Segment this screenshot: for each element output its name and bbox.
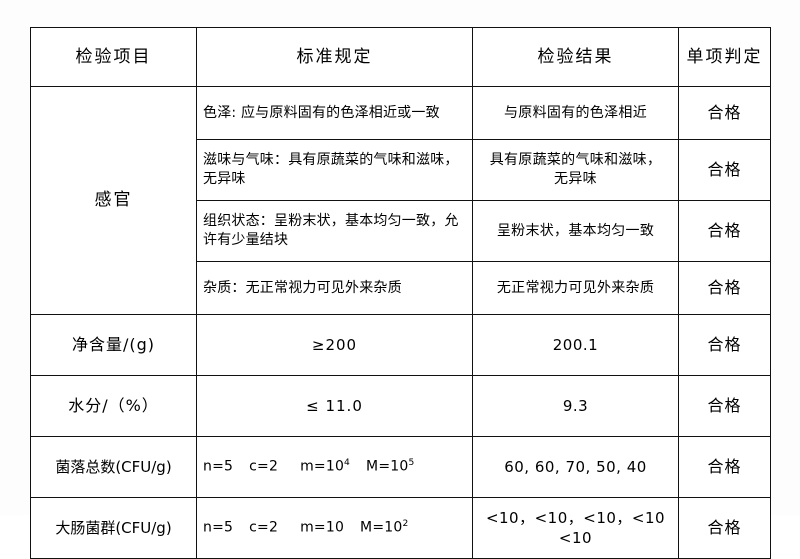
- cell-standard-texture: 组织状态：呈粉末状，基本均匀一致，允许有少量结块: [196, 200, 473, 262]
- inspection-report-table: 检验项目 标准规定 检验结果 单项判定 感官 色泽: 应与原料固有的色泽相近或一…: [30, 27, 771, 559]
- header-inspection-result: 检验结果: [472, 27, 679, 87]
- param-m: m=10: [300, 519, 345, 536]
- cell-judgement-taste-odor: 合格: [678, 139, 771, 201]
- cell-result-texture: 呈粉末状，基本均匀一致: [472, 200, 679, 262]
- param-n: n=5: [203, 458, 234, 475]
- table-row: 滋味与气味：具有原蔬菜的气味和滋味，无异味 具有原蔬菜的气味和滋味， 无异味 合…: [31, 139, 771, 201]
- param-m-exponent: 4: [344, 458, 351, 469]
- param-n: n=5: [203, 519, 234, 536]
- cell-item-moisture: 水分/（%）: [30, 375, 197, 437]
- header-single-judgement: 单项判定: [678, 27, 771, 87]
- cell-standard-coliform: n=5 c=2 m=10 M=102: [196, 497, 473, 559]
- cell-standard-total-plate-count: n=5 c=2 m=104 M=105: [196, 436, 473, 498]
- cell-item-total-plate-count: 菌落总数(CFU/g): [30, 436, 197, 498]
- cell-judgement-impurity: 合格: [678, 261, 771, 315]
- cell-standard-color: 色泽: 应与原料固有的色泽相近或一致: [196, 86, 473, 140]
- param-m: m=10: [300, 458, 345, 475]
- cell-result-impurity: 无正常视力可见外来杂质: [472, 261, 679, 315]
- header-standard-spec: 标准规定: [196, 27, 473, 87]
- cell-judgement-moisture: 合格: [678, 375, 771, 437]
- cell-result-moisture: 9.3: [472, 375, 679, 437]
- table-row: 杂质：无正常视力可见外来杂质 无正常视力可见外来杂质 合格: [31, 261, 771, 315]
- cell-result-color: 与原料固有的色泽相近: [472, 86, 679, 140]
- param-c: c=2: [249, 458, 279, 475]
- cell-standard-taste-odor: 滋味与气味：具有原蔬菜的气味和滋味，无异味: [196, 139, 473, 201]
- table-row: 组织状态：呈粉末状，基本均匀一致，允许有少量结块 呈粉末状，基本均匀一致 合格: [31, 200, 771, 262]
- table-header-row: 检验项目 标准规定 检验结果 单项判定: [30, 27, 771, 87]
- table-row: 感官 色泽: 应与原料固有的色泽相近或一致 与原料固有的色泽相近 合格: [30, 86, 771, 315]
- param-M-exponent: 2: [402, 519, 409, 530]
- param-M-exponent: 5: [408, 458, 415, 469]
- param-c: c=2: [249, 519, 279, 536]
- result-line-1: <10，<10，<10，<10: [485, 508, 666, 527]
- cell-item-net-content: 净含量/(g): [30, 314, 197, 376]
- cell-standard-net-content: ≥200: [196, 314, 473, 376]
- result-line-2: 无异味: [554, 171, 597, 187]
- result-line-1: 具有原蔬菜的气味和滋味，: [489, 152, 662, 169]
- document-page: 检验项目 标准规定 检验结果 单项判定 感官 色泽: 应与原料固有的色泽相近或一…: [30, 27, 771, 559]
- cell-item-sensory: 感官: [30, 86, 197, 315]
- param-M: M=10: [366, 458, 409, 475]
- header-inspection-item: 检验项目: [30, 27, 197, 87]
- param-M: M=10: [360, 519, 403, 536]
- cell-judgement-total-plate-count: 合格: [678, 436, 771, 498]
- cell-judgement-texture: 合格: [678, 200, 771, 262]
- table-row: 菌落总数(CFU/g) n=5 c=2 m=104 M=105 60, 60, 70,…: [30, 436, 771, 498]
- table-row: 净含量/(g) ≥200 200.1 合格: [30, 314, 771, 376]
- cell-item-coliform: 大肠菌群(CFU/g): [30, 497, 197, 559]
- table-row: 水分/（%） ≤ 11.0 9.3 合格: [30, 375, 771, 437]
- cell-result-net-content: 200.1: [472, 314, 679, 376]
- cell-judgement-color: 合格: [678, 86, 771, 140]
- cell-result-taste-odor: 具有原蔬菜的气味和滋味， 无异味: [472, 139, 679, 201]
- cell-judgement-net-content: 合格: [678, 314, 771, 376]
- result-line-2: <10: [558, 529, 593, 547]
- cell-standard-impurity: 杂质：无正常视力可见外来杂质: [196, 261, 473, 315]
- cell-result-total-plate-count: 60, 60, 70, 50, 40: [472, 436, 679, 498]
- cell-judgement-coliform: 合格: [678, 497, 771, 559]
- cell-standard-moisture: ≤ 11.0: [196, 375, 473, 437]
- table-row: 大肠菌群(CFU/g) n=5 c=2 m=10 M=102 <10，<10，<10，…: [30, 497, 771, 559]
- cell-result-coliform: <10，<10，<10，<10 <10: [472, 497, 679, 559]
